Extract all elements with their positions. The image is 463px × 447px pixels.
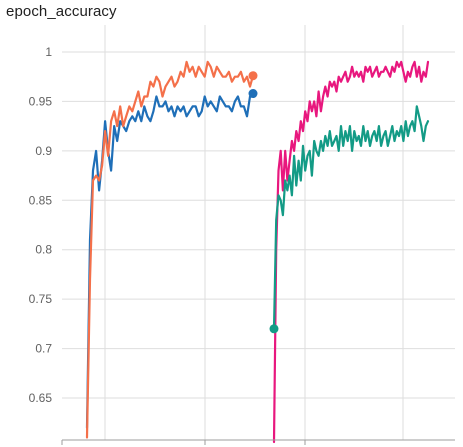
y-axis-ticks: 0.65 0.7 0.75 0.8 0.85 0.9 0.95 1 <box>29 45 53 405</box>
chart-title: epoch_accuracy <box>6 3 117 20</box>
y-tick-label: 0.7 <box>35 342 52 356</box>
y-tick-label: 1 <box>45 45 52 59</box>
series-layer <box>85 60 430 444</box>
series-start-marker-3[interactable] <box>269 324 279 334</box>
series-end-marker-0[interactable] <box>248 89 258 99</box>
grid-layer <box>61 25 455 445</box>
y-tick-label: 0.85 <box>29 193 53 207</box>
series-line-0 <box>85 92 255 429</box>
y-tick-label: 0.75 <box>29 292 53 306</box>
series-end-marker-1[interactable] <box>248 71 258 81</box>
y-tick-label: 0.95 <box>29 94 53 108</box>
y-tick-label: 0.9 <box>35 144 52 158</box>
series-line-3 <box>272 105 430 330</box>
y-tick-label: 0.65 <box>29 391 53 405</box>
marker-layer <box>248 71 279 334</box>
series-line-2 <box>272 60 430 444</box>
y-tick-label: 0.8 <box>35 243 52 257</box>
series-line-1 <box>85 60 255 439</box>
